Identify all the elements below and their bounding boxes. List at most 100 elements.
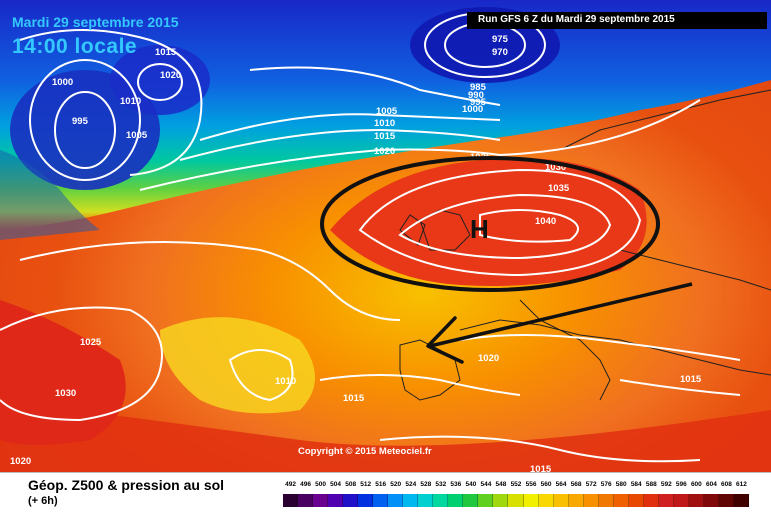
yellow-ridge: [160, 317, 315, 414]
isobar-label: 995: [72, 116, 89, 127]
scale-swatch: [373, 494, 389, 507]
isobar-label: 1000: [462, 104, 483, 115]
scale-swatch: [598, 494, 614, 507]
scale-swatch: [388, 494, 404, 507]
scale-swatch: [718, 494, 734, 507]
scale-swatch: [298, 494, 314, 507]
scale-swatch: [583, 494, 599, 507]
scale-swatch: [703, 494, 719, 507]
scale-tick-label: 604: [705, 481, 717, 488]
legend-subtitle: (+ 6h): [28, 495, 58, 507]
scale-tick-label: 508: [345, 481, 357, 488]
scale-tick-label: 496: [300, 481, 311, 488]
isobar-label: 1030: [55, 388, 76, 399]
isobar-label: 1015: [530, 464, 552, 472]
scale-tick-label: 584: [630, 481, 642, 488]
scale-swatch: [553, 494, 569, 507]
scale-tick-label: 512: [360, 481, 372, 488]
isobar-label: 990: [468, 90, 484, 101]
scale-tick-label: 552: [510, 481, 522, 488]
isobar-label: 1015: [680, 374, 702, 385]
isobar-label: 1010: [120, 96, 141, 107]
west-red-zone: [0, 300, 126, 445]
scale-swatch: [688, 494, 704, 507]
scale-tick-label: 492: [285, 481, 296, 488]
scale-swatch: [508, 494, 524, 507]
scale-swatch: [643, 494, 659, 507]
scale-tick-label: 520: [390, 481, 402, 488]
scale-tick-label: 612: [736, 481, 747, 488]
isobar-label: 1035: [548, 183, 570, 194]
scale-tick-label: 608: [721, 481, 732, 488]
scale-swatch: [733, 494, 749, 507]
scale-tick-label: 500: [315, 481, 327, 488]
scale-swatch: [448, 494, 464, 507]
scale-swatch: [313, 494, 329, 507]
isobar-label: 1015: [343, 393, 365, 404]
scale-tick-label: 580: [615, 481, 627, 488]
isobar-label: 1025: [80, 337, 102, 348]
isobar-label: 1020: [374, 146, 395, 157]
isobar-label: 1030: [545, 162, 566, 173]
isobar-label: 1020: [160, 70, 181, 81]
run-info-box: [467, 12, 767, 29]
scale-tick-label: 540: [465, 481, 477, 488]
scale-swatch: [628, 494, 644, 507]
scale-swatch: [493, 494, 509, 507]
scale-tick-label: 544: [480, 481, 492, 488]
isobar-label: 1020: [478, 353, 499, 364]
scale-tick-label: 600: [690, 481, 702, 488]
scale-tick-label: 592: [660, 481, 672, 488]
isobar-label: 995: [470, 97, 487, 108]
isobar-label: 1005: [376, 106, 398, 117]
isobar-label: 1005: [126, 130, 148, 141]
scale-tick-label: 572: [585, 481, 597, 488]
low-labrador: [110, 45, 210, 115]
scale-tick-label: 536: [450, 481, 462, 488]
scale-tick-label: 588: [645, 481, 657, 488]
high-pressure-circle: [320, 156, 660, 292]
high-core: [330, 158, 647, 286]
scale-swatch: [328, 494, 344, 507]
scale-tick-label: 564: [555, 481, 567, 488]
time-label: 14:00 locale: [12, 35, 138, 58]
greenland-land: [0, 150, 100, 240]
scale-swatch: [523, 494, 539, 507]
legend-title: Géop. Z500 & pression au sol: [28, 477, 225, 493]
high-pressure-label: H: [470, 214, 489, 244]
isobar-label: 975: [492, 34, 509, 45]
scale-tick-label: 596: [675, 481, 687, 488]
scale-swatch: [478, 494, 494, 507]
weather-map: 1000 1015 1020 1010 995 1005 975 970 985…: [0, 0, 771, 472]
scale-swatch: [358, 494, 374, 507]
date-label: Mardi 29 septembre 2015: [12, 14, 179, 30]
scale-tick-label: 516: [375, 481, 387, 488]
scale-ticks: 492 496 500 504 508 512 516 520 524 528 532 536 540 5…: [283, 481, 749, 493]
isobar-label: 1020: [10, 456, 31, 467]
isobar-label: 1010: [374, 118, 395, 129]
isobar-label: 1015: [155, 47, 177, 58]
wind-direction-arrow: [426, 282, 693, 364]
isobar-labels: 1000 1015 1020 1010 995 1005 975 970 985…: [10, 34, 702, 472]
scale-swatch: [673, 494, 689, 507]
color-scale: [283, 494, 749, 507]
scale-swatch: [658, 494, 674, 507]
isobar-label: 1015: [374, 131, 396, 142]
scale-swatch: [403, 494, 419, 507]
scale-swatch: [418, 494, 434, 507]
scale-swatch: [613, 494, 629, 507]
scale-tick-label: 504: [330, 481, 342, 488]
isobar-label: 985: [470, 82, 487, 93]
isobar-label: 1040: [535, 216, 556, 227]
scale-swatch: [463, 494, 479, 507]
run-label: Run GFS 6 Z du Mardi 29 septembre 2015: [478, 14, 675, 25]
scale-tick-label: 532: [435, 481, 447, 488]
copyright: Copyright © 2015 Meteociel.fr: [298, 446, 432, 457]
isobar-label: 1010: [275, 376, 296, 387]
scale-tick-label: 560: [540, 481, 552, 488]
scale-tick-label: 576: [600, 481, 612, 488]
scale-swatch: [568, 494, 584, 507]
scale-swatch: [343, 494, 359, 507]
isobar-label: 970: [492, 47, 508, 58]
